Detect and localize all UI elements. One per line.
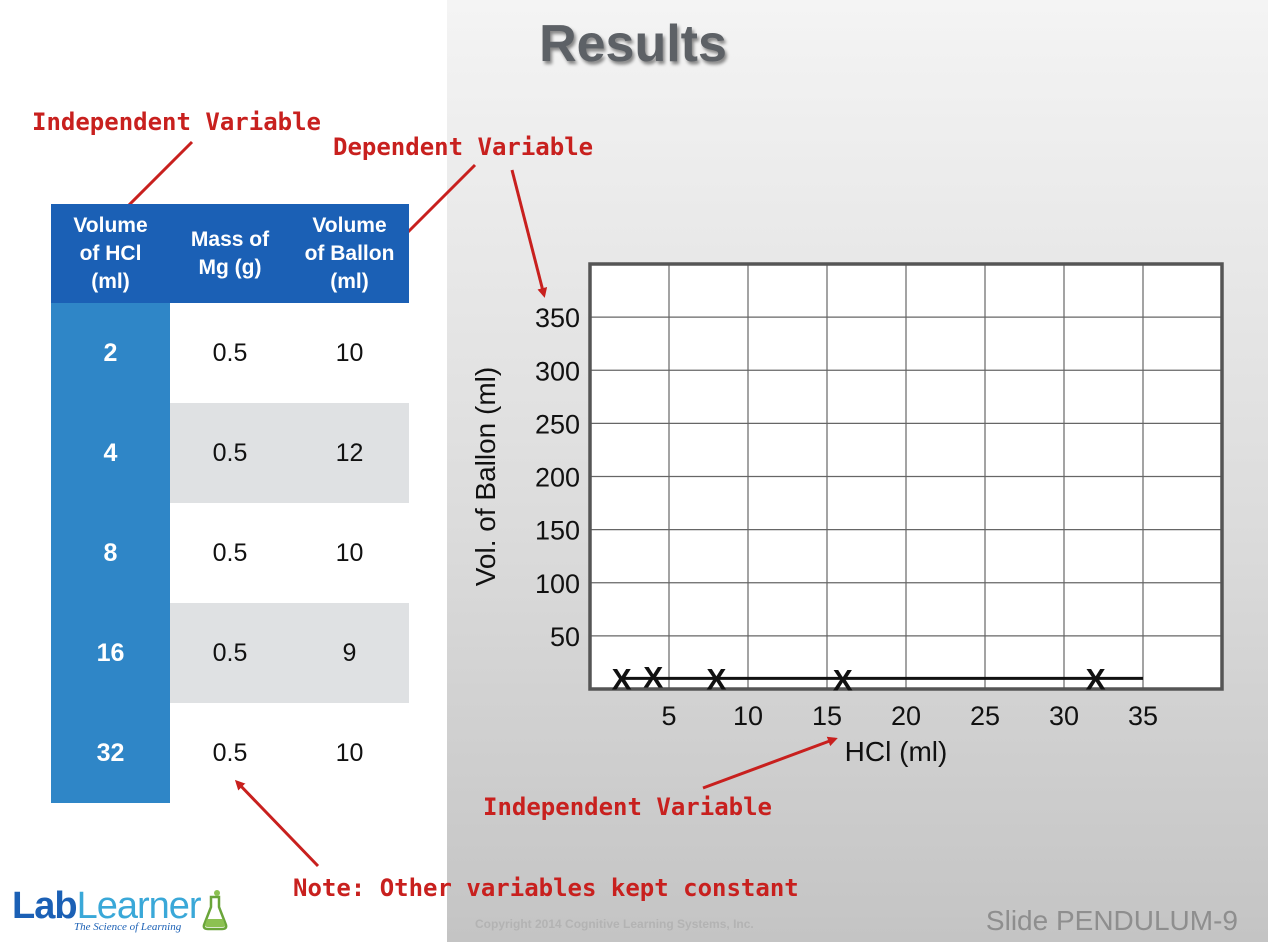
header-volume-ballon: Volume of Ballon (ml) [290,204,409,303]
data-point-x-marker: X [612,663,632,696]
x-tick-label: 10 [733,701,763,731]
data-point-x-marker: X [1086,663,1106,696]
y-tick-label: 50 [550,622,580,652]
cell-mass: 0.5 [212,338,248,367]
table-row: 2 0.5 10 [51,303,409,403]
note-table-independent: Independent Variable [32,108,321,136]
logo-learner-text: Learner [76,885,202,927]
slide-number: Slide PENDULUM-9 [985,905,1238,936]
data-point-x-marker: X [833,664,853,697]
logo-tagline: The Science of Learning [74,921,182,933]
lablearner-logo: LabLearner The Science of Learning [12,885,242,935]
cell-mass: 0.5 [170,403,290,503]
x-tick-label: 15 [812,701,842,731]
plot-border [588,262,1224,691]
x-tick-label: 5 [661,701,676,731]
cell-hcl: 8 [51,503,170,603]
x-tick-label: 35 [1128,701,1158,731]
cell-hcl: 2 [51,303,170,403]
logo-lab-text: Lab [12,885,78,927]
cell-mass: 0.5 [212,738,248,767]
data-point-x-marker: X [643,661,663,694]
x-axis-label: HCl (ml) [845,736,948,767]
note-graph-independent: Independent Variable [483,793,772,821]
y-tick-label: 200 [535,463,580,493]
cell-ballon: 10 [335,538,364,567]
cell-hcl: 16 [51,603,170,703]
cell-ballon: 10 [335,338,364,367]
cell-hcl: 4 [51,403,170,503]
table-header-row: Volume of HCl (ml) Mass of Mg (g) Volume of … [51,204,409,303]
header-mass-mg: Mass of Mg (g) [170,204,290,303]
cell-ballon: 12 [290,403,409,503]
cell-hcl: 32 [51,703,170,803]
table-row: 4 0.5 12 [51,403,409,503]
slide-title: Results [539,15,727,73]
flask-icon [202,890,228,931]
y-tick-label: 100 [535,569,580,599]
results-table: Volume of HCl (ml) Mass of Mg (g) Volume of … [51,204,409,803]
cell-mass: 0.5 [170,603,290,703]
y-tick-label: 250 [535,409,580,439]
x-tick-label: 25 [970,701,1000,731]
y-tick-label: 150 [535,516,580,546]
copyright-text: Copyright 2014 Cognitive Learning System… [475,917,754,931]
note-table-dependent: Dependent Variable [333,133,594,161]
table-row: 16 0.5 9 [51,603,409,703]
x-tick-label: 30 [1049,701,1079,731]
cell-mass: 0.5 [212,538,248,567]
header-volume-hcl: Volume of HCl (ml) [51,204,170,303]
data-point-x-marker: X [706,663,726,696]
note-constant: Note: Other variables kept constant [293,874,799,902]
y-axis-label: Vol. of Ballon (ml) [470,367,501,586]
y-tick-label: 350 [535,303,580,333]
table-row: 32 0.5 10 [51,703,409,803]
cell-ballon: 9 [290,603,409,703]
cell-ballon: 10 [335,738,364,767]
x-tick-label: 20 [891,701,921,731]
table-row: 8 0.5 10 [51,503,409,603]
y-tick-label: 300 [535,356,580,386]
